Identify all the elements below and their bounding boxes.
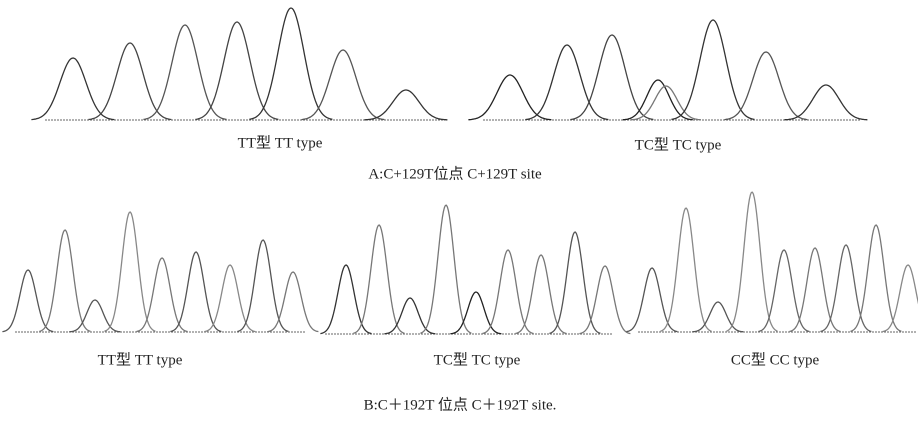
peak (143, 25, 226, 119)
panel-a-label: TC型 TC type (635, 136, 722, 153)
peak (353, 225, 404, 333)
peak (549, 232, 600, 333)
peak (789, 248, 840, 331)
peak (784, 85, 867, 120)
panel-a-caption: A:C+129T位点 C+129T site (368, 165, 542, 182)
peak (69, 300, 120, 332)
peak (758, 250, 809, 331)
peak (320, 265, 371, 334)
peak (195, 22, 278, 119)
peak (39, 230, 90, 331)
peak (631, 86, 701, 120)
peak (660, 208, 711, 331)
peak (2, 270, 53, 332)
peak (170, 252, 221, 331)
figure: TT型 TT type TC型 TC type A:C+129T位点 C+129… (0, 0, 918, 422)
peak (364, 90, 447, 120)
panel-b-label: TC型 TC type (434, 351, 521, 368)
peak (31, 58, 114, 120)
peak (104, 212, 155, 331)
peak (671, 20, 754, 119)
peak (626, 268, 677, 332)
peak (724, 52, 807, 120)
peak (301, 50, 384, 120)
peak (820, 245, 871, 331)
panel-b-label: TT型 TT type (98, 351, 183, 368)
peak (726, 192, 777, 331)
panel-a-label: TT型 TT type (238, 134, 323, 151)
peak (850, 225, 901, 331)
peak (450, 292, 501, 334)
panel-b-caption: B:C＋192T 位点 C＋192T site. (364, 396, 557, 413)
panel-b-label: CC型 CC type (731, 351, 820, 368)
peak (420, 205, 471, 333)
peak (237, 240, 288, 331)
